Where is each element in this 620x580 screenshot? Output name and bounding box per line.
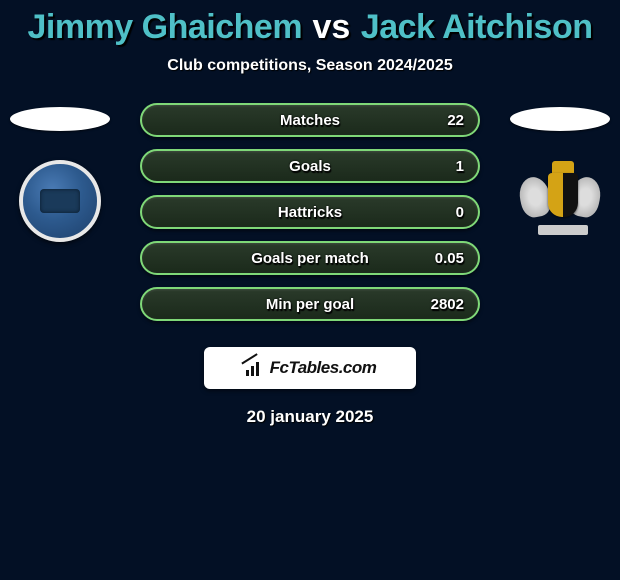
stat-value-right: 0 [456, 204, 464, 221]
stat-value-right: 2802 [431, 296, 464, 313]
vs-label: vs [313, 8, 351, 46]
brand-text: FcTables.com [270, 358, 377, 378]
right-column [500, 103, 620, 243]
title-row: Jimmy Ghaichem vs Jack Aitchison [0, 8, 620, 47]
stat-row-goals: Goals 1 [140, 149, 480, 183]
stat-label: Goals [289, 158, 331, 175]
player1-name: Jimmy Ghaichem [27, 8, 302, 46]
player1-club-badge [18, 159, 102, 243]
stat-value-right: 0.05 [435, 250, 464, 267]
stat-value-right: 1 [456, 158, 464, 175]
player2-name: Jack Aitchison [361, 8, 593, 46]
left-column [0, 103, 120, 243]
brand-badge[interactable]: FcTables.com [204, 347, 416, 389]
stats-column: Matches 22 Goals 1 Hattricks 0 Goals per… [140, 103, 480, 333]
player2-flag [510, 107, 610, 131]
roundel-icon [19, 160, 101, 242]
bar-chart-icon [244, 360, 264, 376]
stat-row-min-per-goal: Min per goal 2802 [140, 287, 480, 321]
subtitle: Club competitions, Season 2024/2025 [0, 57, 620, 75]
player2-club-badge [518, 159, 602, 243]
stat-label: Hattricks [278, 204, 342, 221]
stat-label: Goals per match [251, 250, 369, 267]
comparison-card: Jimmy Ghaichem vs Jack Aitchison Club co… [0, 0, 620, 427]
stat-row-matches: Matches 22 [140, 103, 480, 137]
main-area: Matches 22 Goals 1 Hattricks 0 Goals per… [0, 103, 620, 343]
player1-flag [10, 107, 110, 131]
stat-row-hattricks: Hattricks 0 [140, 195, 480, 229]
stat-label: Matches [280, 112, 340, 129]
crest-icon [518, 161, 602, 241]
stat-row-goals-per-match: Goals per match 0.05 [140, 241, 480, 275]
stat-value-right: 22 [447, 112, 464, 129]
date-label: 20 january 2025 [0, 407, 620, 427]
stat-label: Min per goal [266, 296, 354, 313]
